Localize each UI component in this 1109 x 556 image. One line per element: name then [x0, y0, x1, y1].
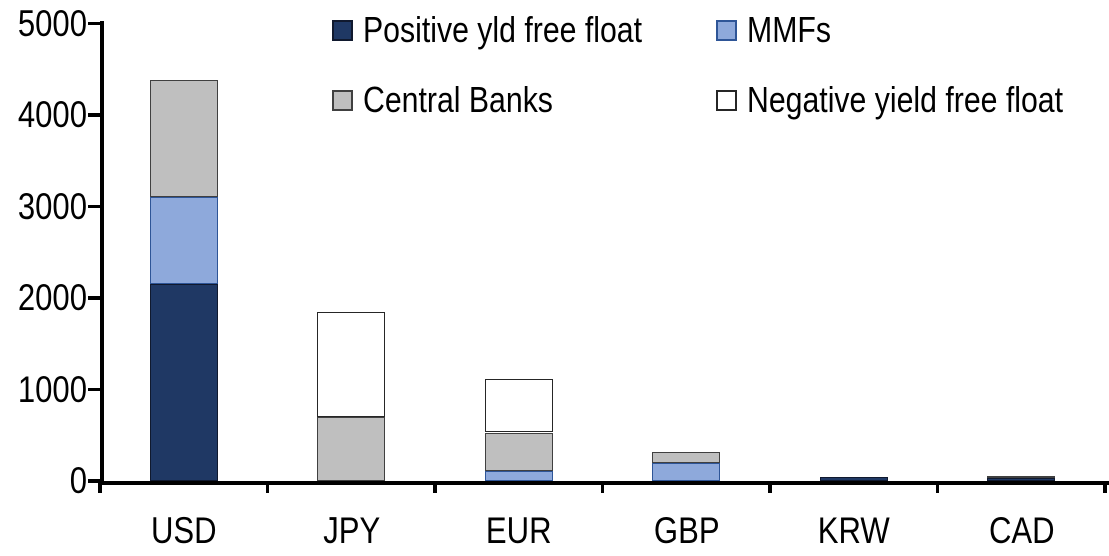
- y-axis-tick: [88, 387, 100, 392]
- bar-segment-usd-positive-yld-free-float: [149, 284, 218, 481]
- y-axis-tick-label: 3000: [17, 185, 87, 227]
- y-axis-tick-label: 4000: [17, 94, 87, 135]
- legend-label-negative-yield-free-float: Negative yield free float: [747, 79, 1064, 120]
- legend-swatch-positive-yld-free-float: [332, 19, 353, 41]
- legend-item-positive-yld-free-float: Positive yld free float: [332, 9, 695, 51]
- x-axis-tick: [935, 481, 940, 493]
- y-axis-tick: [88, 21, 100, 26]
- x-axis-tick: [600, 481, 605, 493]
- legend-swatch-negative-yield-free-float: [716, 89, 737, 111]
- bar-segment-usd-central-banks: [149, 80, 218, 198]
- legend-label-central-banks: Central Banks: [363, 79, 553, 120]
- x-axis-tick: [1103, 481, 1107, 493]
- bar-segment-eur-mmfs: [484, 470, 553, 481]
- bar-segment-eur-negative-yield-free-float: [484, 379, 553, 433]
- y-axis-tick-label: 2000: [17, 277, 87, 318]
- y-axis-tick: [88, 479, 100, 483]
- bar-segment-usd-mmfs: [149, 197, 218, 285]
- x-axis-tick: [433, 481, 437, 493]
- legend-swatch-central-banks: [332, 89, 353, 111]
- x-axis-tick: [768, 481, 772, 493]
- bar-segment-krw-positive-yld-free-float: [819, 477, 888, 481]
- bar-segment-eur-central-banks: [484, 432, 553, 471]
- x-axis-label-cad: CAD: [988, 510, 1055, 551]
- y-axis-tick-label: 1000: [17, 368, 87, 410]
- y-axis-tick-label: 5000: [17, 2, 87, 44]
- y-axis-tick: [88, 204, 100, 209]
- y-axis-tick-label: 0: [69, 460, 87, 501]
- bar-segment-jpy-central-banks: [317, 416, 386, 481]
- x-axis-label-gbp: GBP: [653, 510, 720, 551]
- bar-segment-gbp-mmfs: [652, 462, 721, 481]
- legend-item-mmfs: MMFs: [716, 9, 847, 51]
- x-axis-line: [100, 481, 1109, 485]
- x-axis-label-krw: KRW: [817, 510, 890, 551]
- legend-item-central-banks: Central Banks: [332, 79, 589, 121]
- bar-segment-gbp-central-banks: [652, 451, 721, 463]
- legend-swatch-mmfs: [716, 19, 737, 41]
- bar-segment-jpy-negative-yield-free-float: [317, 311, 386, 417]
- x-axis-label-usd: USD: [150, 510, 217, 551]
- x-axis-tick: [98, 481, 102, 493]
- bar-segment-cad-positive-yld-free-float: [987, 477, 1056, 481]
- legend-item-negative-yield-free-float: Negative yield free float: [716, 79, 1109, 121]
- y-axis-tick: [88, 113, 100, 117]
- y-axis-line: [100, 21, 104, 485]
- legend-label-mmfs: MMFs: [747, 9, 831, 50]
- x-axis-tick: [265, 481, 270, 493]
- x-axis-label-jpy: JPY: [322, 510, 380, 551]
- x-axis-label-eur: EUR: [485, 510, 552, 551]
- legend-label-positive-yld-free-float: Positive yld free float: [363, 9, 643, 50]
- y-axis-tick: [88, 296, 100, 300]
- bar-segment-cad-central-banks: [987, 475, 1056, 478]
